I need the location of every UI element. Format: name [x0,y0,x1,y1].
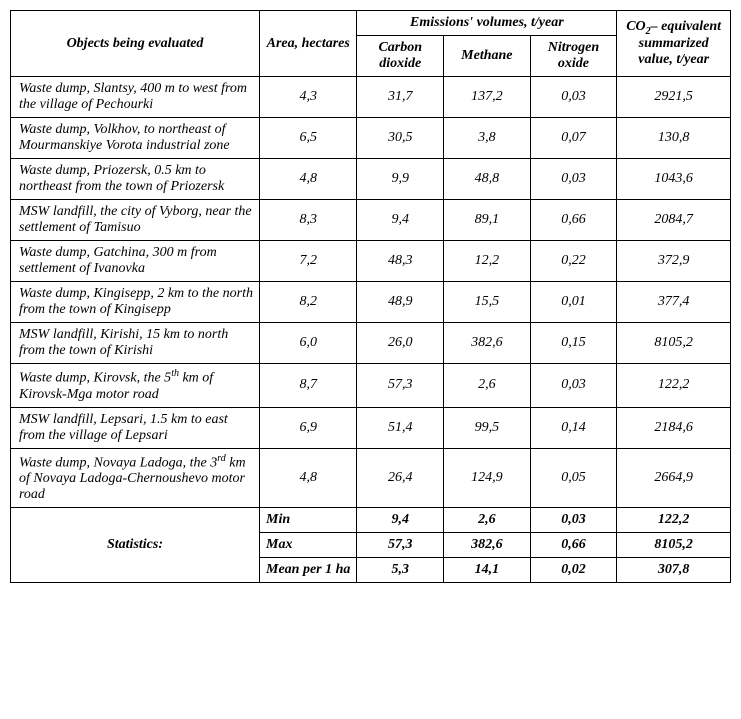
table-row: MSW landfill, Lepsari, 1.5 km to east fr… [11,407,731,448]
no-cell: 0,01 [530,282,617,323]
area-cell: 4,3 [260,77,357,118]
area-cell: 4,8 [260,448,357,508]
header-methane: Methane [444,36,531,77]
area-cell: 6,0 [260,323,357,364]
co2-cell: 57,3 [357,364,444,408]
co2-cell: 26,4 [357,448,444,508]
stats-max-label: Max [260,533,357,558]
header-emissions-group: Emissions' volumes, t/year [357,11,617,36]
stats-min-eq: 122,2 [617,508,731,533]
no-cell: 0,66 [530,200,617,241]
area-cell: 8,7 [260,364,357,408]
stats-label: Statistics: [11,508,260,583]
table-row: Waste dump, Slantsy, 400 m to west from … [11,77,731,118]
header-nitrogen-oxide: Nitrogen oxide [530,36,617,77]
table-row: MSW landfill, Kirishi, 15 km to north fr… [11,323,731,364]
table-row: Waste dump, Volkhov, to northeast of Mou… [11,118,731,159]
no-cell: 0,22 [530,241,617,282]
co2-cell: 51,4 [357,407,444,448]
ch4-cell: 12,2 [444,241,531,282]
co2-cell: 9,9 [357,159,444,200]
ch4-cell: 2,6 [444,364,531,408]
no-cell: 0,05 [530,448,617,508]
table-row: Waste dump, Kingisepp, 2 km to the north… [11,282,731,323]
stats-min-no: 0,03 [530,508,617,533]
ch4-cell: 89,1 [444,200,531,241]
emissions-table: Objects being evaluated Area, hectares E… [10,10,731,583]
ch4-cell: 124,9 [444,448,531,508]
object-cell: Waste dump, Kirovsk, the 5th km of Kirov… [11,364,260,408]
area-cell: 7,2 [260,241,357,282]
stats-min-co2: 9,4 [357,508,444,533]
area-cell: 8,3 [260,200,357,241]
co2-cell: 31,7 [357,77,444,118]
ch4-cell: 15,5 [444,282,531,323]
eq-cell: 2184,6 [617,407,731,448]
no-cell: 0,03 [530,77,617,118]
eq-cell: 377,4 [617,282,731,323]
co2-cell: 26,0 [357,323,444,364]
table-row: Waste dump, Priozersk, 0.5 km to northea… [11,159,731,200]
stats-max-eq: 8105,2 [617,533,731,558]
stats-min-ch4: 2,6 [444,508,531,533]
header-area: Area, hectares [260,11,357,77]
table-row: Waste dump, Gatchina, 300 m from settlem… [11,241,731,282]
ch4-cell: 99,5 [444,407,531,448]
co2-cell: 48,9 [357,282,444,323]
eq-cell: 1043,6 [617,159,731,200]
ch4-cell: 382,6 [444,323,531,364]
object-cell: MSW landfill, the city of Vyborg, near t… [11,200,260,241]
stats-min-label: Min [260,508,357,533]
eq-cell: 2921,5 [617,77,731,118]
eq-cell: 130,8 [617,118,731,159]
object-cell: Waste dump, Slantsy, 400 m to west from … [11,77,260,118]
object-cell: Waste dump, Volkhov, to northeast of Mou… [11,118,260,159]
no-cell: 0,03 [530,159,617,200]
area-cell: 8,2 [260,282,357,323]
header-co2-equivalent: CO2– equivalent summarized value, t/year [617,11,731,77]
stats-mean-label: Mean per 1 ha [260,558,357,583]
object-cell: MSW landfill, Kirishi, 15 km to north fr… [11,323,260,364]
area-cell: 6,5 [260,118,357,159]
ch4-cell: 137,2 [444,77,531,118]
stats-mean-ch4: 14,1 [444,558,531,583]
eq-cell: 2664,9 [617,448,731,508]
object-cell: Waste dump, Kingisepp, 2 km to the north… [11,282,260,323]
stats-max-no: 0,66 [530,533,617,558]
stats-max-ch4: 382,6 [444,533,531,558]
object-cell: Waste dump, Priozersk, 0.5 km to northea… [11,159,260,200]
no-cell: 0,07 [530,118,617,159]
eq-cell: 122,2 [617,364,731,408]
table-row: MSW landfill, the city of Vyborg, near t… [11,200,731,241]
co2-cell: 9,4 [357,200,444,241]
stats-max-co2: 57,3 [357,533,444,558]
ch4-cell: 3,8 [444,118,531,159]
table-row: Waste dump, Kirovsk, the 5th km of Kirov… [11,364,731,408]
eq-cell: 372,9 [617,241,731,282]
object-cell: Waste dump, Novaya Ladoga, the 3rd km of… [11,448,260,508]
co2-cell: 30,5 [357,118,444,159]
stats-mean-co2: 5,3 [357,558,444,583]
header-objects: Objects being evaluated [11,11,260,77]
object-cell: MSW landfill, Lepsari, 1.5 km to east fr… [11,407,260,448]
eq-cell: 2084,7 [617,200,731,241]
co2-cell: 48,3 [357,241,444,282]
table-row: Waste dump, Novaya Ladoga, the 3rd km of… [11,448,731,508]
ch4-cell: 48,8 [444,159,531,200]
header-carbon-dioxide: Carbon dioxide [357,36,444,77]
stats-mean-no: 0,02 [530,558,617,583]
object-cell: Waste dump, Gatchina, 300 m from settlem… [11,241,260,282]
no-cell: 0,03 [530,364,617,408]
area-cell: 6,9 [260,407,357,448]
area-cell: 4,8 [260,159,357,200]
no-cell: 0,14 [530,407,617,448]
eq-cell: 8105,2 [617,323,731,364]
no-cell: 0,15 [530,323,617,364]
stats-mean-eq: 307,8 [617,558,731,583]
